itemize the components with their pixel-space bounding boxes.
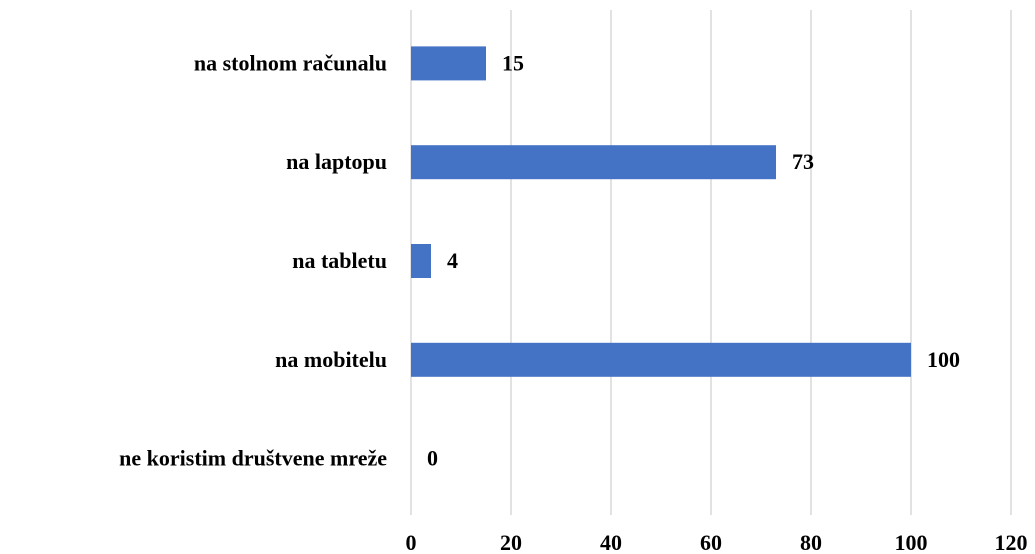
data-label: 100 (927, 347, 960, 372)
y-tick-label: na stolnom računalu (194, 50, 387, 75)
x-tick-label: 60 (700, 530, 722, 554)
x-tick-label: 100 (895, 530, 928, 554)
bar (411, 342, 911, 377)
x-tick-label: 0 (406, 530, 417, 554)
x-tick-label: 40 (600, 530, 622, 554)
y-tick-label: na mobitelu (275, 347, 387, 372)
x-tick-label: 20 (500, 530, 522, 554)
bar (411, 244, 431, 278)
y-tick-label: ne koristim društvene mreže (119, 446, 387, 471)
y-tick-label: na tabletu (292, 248, 387, 273)
y-tick-label: na laptopu (286, 149, 387, 174)
data-label: 73 (792, 149, 814, 174)
bar (411, 145, 776, 180)
x-tick-label: 80 (800, 530, 822, 554)
x-tick-label: 120 (995, 530, 1028, 554)
data-label: 0 (427, 446, 438, 471)
data-label: 4 (447, 248, 458, 273)
bar (411, 46, 486, 81)
data-label: 15 (502, 50, 524, 75)
